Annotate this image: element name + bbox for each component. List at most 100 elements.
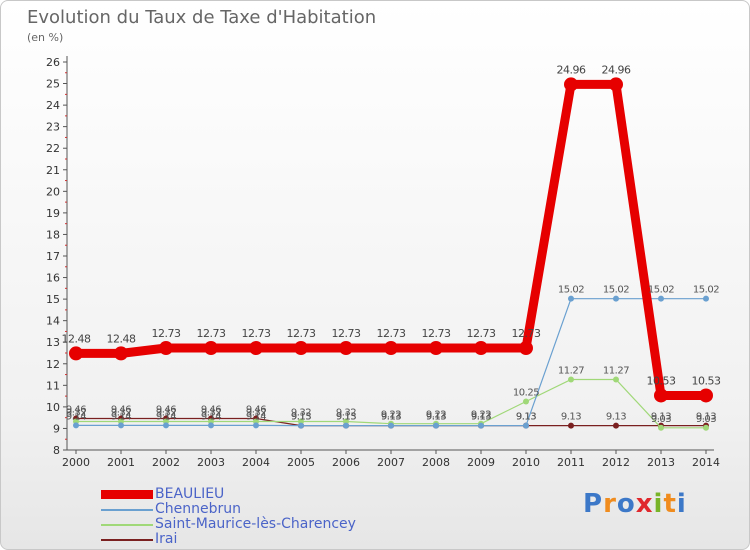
data-label: 9.14 bbox=[201, 411, 221, 422]
series-point bbox=[564, 77, 578, 92]
x-tick-label: 2011 bbox=[557, 456, 585, 469]
y-tick-label: 24 bbox=[46, 99, 60, 112]
data-label: 9.46 bbox=[111, 405, 131, 416]
logo-letter: t bbox=[663, 489, 677, 519]
legend-swatch bbox=[101, 538, 153, 541]
logo-letter: P bbox=[583, 489, 604, 519]
data-label: 12.73 bbox=[377, 327, 406, 340]
y-tick-label: 17 bbox=[46, 250, 60, 263]
data-label: 9.03 bbox=[696, 414, 716, 425]
data-label: 9.46 bbox=[201, 405, 221, 416]
y-tick-label: 15 bbox=[46, 293, 60, 306]
legend-label: Chennebrun bbox=[155, 501, 242, 517]
data-label: 9.32 bbox=[201, 408, 221, 419]
data-label: 12.73 bbox=[197, 327, 226, 340]
legend: BEAULIEU Chennebrun Saint-Maurice-lès-Char… bbox=[101, 487, 356, 547]
logo-letter: r bbox=[603, 489, 617, 519]
data-label: 9.13 bbox=[381, 412, 401, 423]
series-point bbox=[73, 422, 79, 429]
legend-label: Irai bbox=[155, 531, 178, 547]
series-point bbox=[703, 295, 709, 302]
y-tick-label: 26 bbox=[46, 56, 60, 69]
data-label: 9.32 bbox=[291, 408, 311, 419]
y-tick-label: 11 bbox=[46, 379, 60, 392]
data-label: 10.25 bbox=[513, 388, 539, 399]
series-point bbox=[249, 341, 263, 356]
series-point bbox=[433, 422, 439, 429]
series-point bbox=[118, 422, 124, 429]
data-label: 12.73 bbox=[467, 327, 496, 340]
data-label: 9.13 bbox=[336, 412, 356, 423]
chart-title: Evolution du Taux de Taxe d'Habitation bbox=[27, 7, 377, 28]
data-label: 12.73 bbox=[422, 327, 451, 340]
series-point bbox=[298, 422, 304, 429]
y-tick-label: 19 bbox=[46, 207, 60, 220]
x-tick-label: 2010 bbox=[512, 456, 540, 469]
y-tick-label: 8 bbox=[53, 444, 60, 457]
series-point bbox=[339, 341, 353, 356]
x-tick-label: 2004 bbox=[242, 456, 270, 469]
series-point bbox=[654, 388, 668, 403]
y-tick-label: 13 bbox=[46, 336, 60, 349]
series-point bbox=[114, 346, 128, 361]
data-label: 15.02 bbox=[603, 285, 629, 296]
legend-item: Irai bbox=[101, 532, 356, 547]
logo-letter: i bbox=[653, 489, 664, 519]
series-point bbox=[568, 422, 574, 429]
x-tick-label: 2008 bbox=[422, 456, 450, 469]
legend-label: Saint-Maurice-lès-Charencey bbox=[155, 516, 356, 532]
series-point bbox=[384, 341, 398, 356]
data-label: 9.14 bbox=[111, 411, 131, 422]
data-label: 24.96 bbox=[602, 63, 631, 76]
series-point bbox=[478, 422, 484, 429]
y-tick-label: 23 bbox=[46, 121, 60, 134]
x-tick-label: 2001 bbox=[107, 456, 135, 469]
logo-letter: i bbox=[676, 489, 687, 519]
series-point bbox=[343, 422, 349, 429]
series-point bbox=[388, 422, 394, 429]
data-label: 9.13 bbox=[471, 412, 491, 423]
x-tick-label: 2012 bbox=[602, 456, 630, 469]
data-label: 12.48 bbox=[62, 332, 91, 345]
series-point bbox=[658, 424, 664, 431]
data-label: 12.73 bbox=[512, 327, 541, 340]
data-label: 9.14 bbox=[66, 411, 86, 422]
legend-item: Chennebrun bbox=[101, 502, 356, 517]
data-label: 15.02 bbox=[558, 285, 584, 296]
data-label: 9.46 bbox=[156, 405, 176, 416]
x-tick-label: 2006 bbox=[332, 456, 360, 469]
data-label: 9.32 bbox=[66, 408, 86, 419]
y-tick-label: 20 bbox=[46, 185, 60, 198]
series-point bbox=[159, 341, 173, 356]
data-label: 12.73 bbox=[332, 327, 361, 340]
series-point bbox=[208, 422, 214, 429]
data-label: 9.13 bbox=[336, 412, 356, 423]
data-label: 15.02 bbox=[648, 285, 674, 296]
series-point bbox=[609, 77, 623, 92]
series-point bbox=[568, 295, 574, 302]
x-tick-label: 2007 bbox=[377, 456, 405, 469]
data-label: 9.13 bbox=[291, 412, 311, 423]
data-label: 9.13 bbox=[291, 412, 311, 423]
data-label: 9.46 bbox=[246, 405, 266, 416]
data-label: 9.13 bbox=[426, 412, 446, 423]
y-tick-label: 12 bbox=[46, 358, 60, 371]
x-tick-label: 2009 bbox=[467, 456, 495, 469]
data-label: 9.13 bbox=[381, 412, 401, 423]
series-point bbox=[613, 376, 619, 383]
legend-swatch bbox=[101, 523, 153, 526]
data-label: 11.27 bbox=[603, 366, 629, 377]
data-label: 9.13 bbox=[516, 412, 536, 423]
x-tick-label: 2005 bbox=[287, 456, 315, 469]
x-tick-label: 2013 bbox=[647, 456, 675, 469]
y-tick-label: 22 bbox=[46, 142, 60, 155]
legend-item: BEAULIEU bbox=[101, 487, 356, 502]
series-point bbox=[429, 341, 443, 356]
data-label: 9.32 bbox=[246, 408, 266, 419]
series-point bbox=[204, 341, 218, 356]
data-label: 10.53 bbox=[692, 374, 721, 387]
y-tick-label: 14 bbox=[46, 315, 60, 328]
data-label: 12.48 bbox=[107, 332, 136, 345]
legend-item: Saint-Maurice-lès-Charencey bbox=[101, 517, 356, 532]
